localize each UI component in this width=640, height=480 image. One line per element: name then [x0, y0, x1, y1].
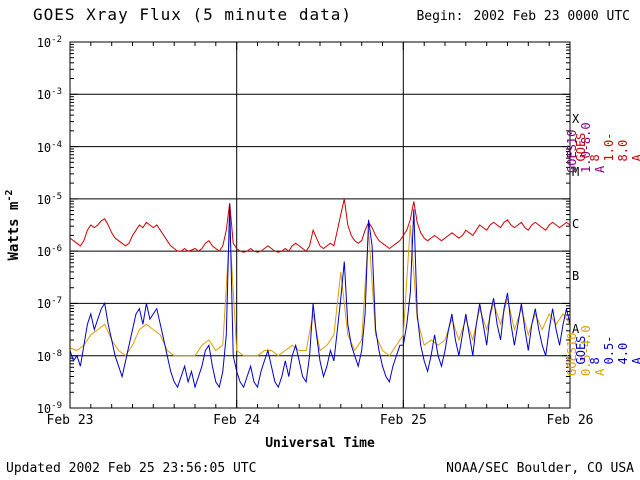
flare-class-letter: X — [572, 112, 580, 127]
x-axis-tick-label: Feb 26 — [546, 413, 594, 428]
begin-label: Begin: — [416, 9, 464, 24]
credit-text: NOAA/SEC Boulder, CO USA — [446, 461, 634, 476]
flare-class-letter: M — [572, 164, 580, 179]
legend-label: GOES 8 0.5-4.0 A — [574, 335, 640, 365]
y-axis-tick-label: 10-4 — [36, 139, 62, 155]
y-axis-tick-label: 10-7 — [36, 296, 62, 312]
flare-class-letter: C — [572, 217, 580, 231]
legend-label: GOES 8 1.0-8.0 A — [574, 132, 640, 162]
begin-value: 2002 Feb 23 0000 UTC — [473, 9, 630, 24]
trace — [69, 198, 571, 253]
trace — [69, 204, 571, 389]
updated-timestamp: Updated 2002 Feb 25 23:56:05 UTC — [6, 461, 257, 476]
flare-class-letter: B — [572, 269, 580, 284]
y-axis-tick-label: 10-8 — [36, 348, 62, 364]
y-axis-tick-label: 10-3 — [36, 87, 62, 103]
y-axis-tick-label: 10-6 — [36, 244, 62, 260]
x-axis-tick-label: Feb 24 — [213, 413, 261, 428]
y-axis-tick-label: 10-5 — [36, 191, 62, 207]
page-title: GOES Xray Flux (5 minute data) — [33, 5, 352, 24]
y-axis-label: Watts m-2 — [4, 189, 22, 261]
x-axis-tick-label: Feb 25 — [379, 413, 427, 428]
begin-timestamp: Begin: 2002 Feb 23 0000 UTC — [416, 9, 630, 24]
x-axis-label: Universal Time — [265, 436, 375, 451]
trace — [69, 224, 571, 357]
flare-class-letter: A — [572, 321, 580, 336]
x-axis-tick-label: Feb 23 — [46, 413, 94, 428]
y-axis-tick-label: 10-9 — [36, 401, 62, 416]
y-axis-tick-label: 10-2 — [36, 35, 62, 50]
